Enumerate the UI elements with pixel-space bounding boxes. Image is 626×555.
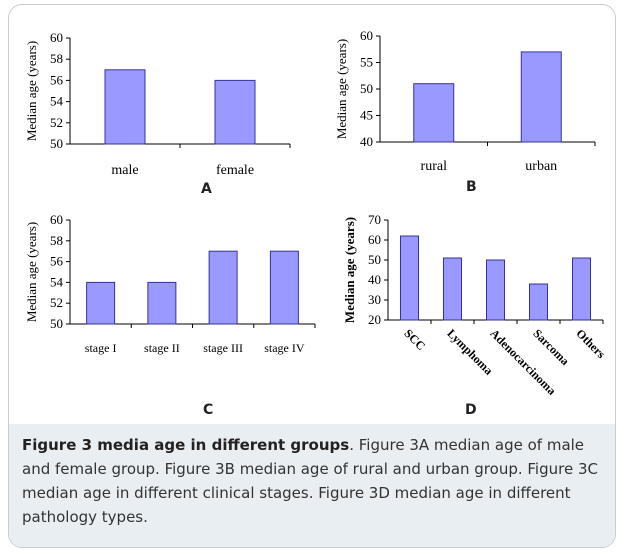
y-tick-label: 60: [368, 232, 381, 247]
y-axis-title: Median age (years): [334, 39, 349, 139]
bar-stage-iii: [208, 250, 238, 325]
y-tick-label: 50: [360, 81, 373, 96]
y-tick-label: 45: [360, 108, 373, 123]
y-tick-label: 50: [50, 136, 63, 151]
y-tick-label: 70: [368, 212, 381, 227]
y-tick-label: 50: [50, 316, 63, 331]
panel-label-c: C: [203, 402, 214, 418]
y-tick-label: 40: [368, 272, 381, 287]
y-axis-title: Median age (years): [24, 41, 39, 141]
x-tick-label: Lymphoma: [444, 326, 495, 377]
y-tick-label: 20: [368, 312, 381, 327]
bar-rural: [413, 83, 455, 143]
x-tick-label: male: [111, 163, 138, 178]
y-axis-title: Median age (years): [24, 222, 39, 322]
y-tick-label: 56: [50, 72, 64, 87]
y-tick-label: 52: [50, 115, 63, 130]
chart-panel-b: 40 45 50 55 60 Median age (years) rural urban: [330, 24, 605, 184]
bar-urban: [520, 51, 562, 143]
x-tick-label: stage IV: [264, 341, 305, 355]
chart-panel-d: 20 30 40 50 60 70 Median age (years) SCC Lymphom…: [330, 208, 610, 398]
bar-sarcoma: [529, 283, 548, 321]
x-tick-label: SCC: [401, 326, 428, 353]
y-tick-label: 30: [368, 292, 381, 307]
x-tick-label: stage I: [85, 341, 117, 355]
x-tick-label: Others: [573, 326, 608, 361]
figure-caption: Figure 3 media age in different groups. …: [22, 433, 612, 529]
y-axis-title: Median age (years): [342, 217, 357, 323]
y-tick-label: 55: [360, 55, 373, 70]
y-tick-label: 50: [368, 252, 381, 267]
chart-panel-a: 50 52 54 56 58 60 Median age (years) male female: [20, 22, 300, 182]
x-tick-label: female: [216, 163, 254, 178]
panel-label-a: A: [201, 181, 212, 197]
y-tick-label: 60: [50, 30, 63, 45]
chart-a-svg: 50 52 54 56 58 60 Median age (years) male female: [24, 30, 291, 178]
panel-label-d: D: [465, 402, 477, 418]
bar-stage-i: [86, 281, 116, 325]
bar-stage-iv: [269, 250, 299, 325]
caption-background: [9, 424, 615, 547]
x-tick-label: rural: [421, 159, 448, 174]
y-tick-label: 58: [50, 233, 63, 248]
bar-female: [214, 79, 256, 145]
bar-others: [572, 257, 591, 321]
y-tick-label: 40: [360, 134, 373, 149]
y-tick-label: 60: [360, 28, 373, 43]
x-tick-label: stage III: [203, 341, 243, 355]
y-tick-label: 56: [50, 254, 64, 269]
bar-lymphoma: [443, 257, 462, 321]
chart-c-svg: 50 52 54 56 58 60 Median age (years) stage I sta…: [24, 212, 316, 355]
chart-b-svg: 40 45 50 55 60 Median age (years) rural urban: [334, 28, 596, 174]
y-tick-label: 52: [50, 295, 63, 310]
x-tick-label: Sarcoma: [530, 326, 572, 368]
bar-scc: [400, 235, 419, 321]
bar-stage-ii: [147, 281, 177, 325]
panel-label-b: B: [466, 179, 477, 195]
x-tick-label: urban: [525, 159, 557, 174]
bar-male: [104, 69, 146, 145]
chart-panel-c: 50 52 54 56 58 60 Median age (years) stage I sta…: [20, 208, 320, 368]
y-tick-label: 58: [50, 51, 63, 66]
x-tick-label: stage II: [144, 341, 180, 355]
y-tick-label: 60: [50, 212, 63, 227]
caption-text: . Figure 3A median age of male and femal…: [22, 436, 598, 526]
chart-d-svg: 20 30 40 50 60 70 Median age (years) SCC Lymphom…: [342, 212, 608, 398]
bar-adenocarcinoma: [486, 259, 505, 321]
caption-title: Figure 3 media age in different groups: [22, 436, 350, 454]
y-tick-label: 54: [50, 94, 64, 109]
y-tick-label: 54: [50, 274, 64, 289]
